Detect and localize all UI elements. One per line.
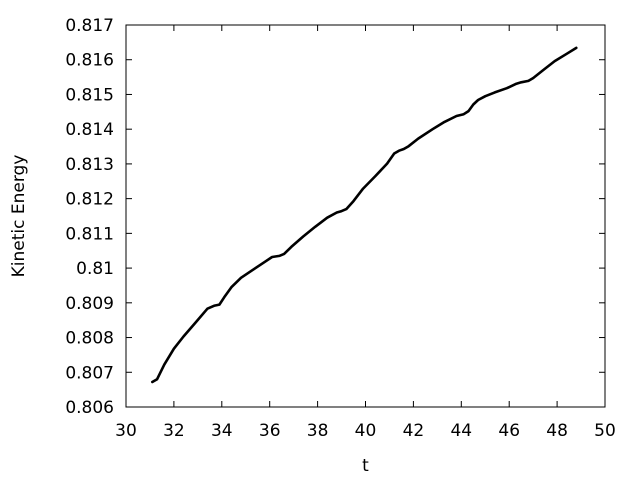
- x-tick-label: 32: [163, 421, 185, 441]
- line-layer: [151, 46, 578, 384]
- y-tick-label: 0.81: [76, 259, 114, 279]
- y-tick-label: 0.815: [65, 85, 114, 105]
- y-tick-label: 0.813: [65, 155, 114, 175]
- x-tick-label: 50: [594, 421, 616, 441]
- y-tick-label: 0.809: [65, 294, 114, 314]
- y-tick-label: 0.808: [65, 329, 114, 349]
- y-axis-label: Kinetic Energy: [9, 155, 29, 278]
- y-tick-label: 0.814: [65, 120, 114, 140]
- plot-frame: [125, 24, 606, 408]
- x-tick-label: 44: [450, 421, 472, 441]
- ticks-layer: 30 32 34 36 38 40 42 44 46 48 50 0.806 0.807 0.808 0.8…: [65, 16, 615, 441]
- x-tick-label: 36: [259, 421, 281, 441]
- x-tick-label: 42: [403, 421, 425, 441]
- y-tick-label: 0.807: [65, 363, 114, 383]
- series-line: [151, 46, 578, 384]
- x-tick-label: 40: [355, 421, 377, 441]
- y-tick-label: 0.811: [65, 224, 114, 244]
- y-tick-label: 0.812: [65, 190, 114, 210]
- x-tick-label: 46: [498, 421, 520, 441]
- x-tick-label: 30: [115, 421, 137, 441]
- y-tick-label: 0.806: [65, 398, 114, 418]
- y-tick-label: 0.816: [65, 51, 114, 71]
- x-tick-label: 38: [307, 421, 329, 441]
- x-tick-label: 48: [546, 421, 568, 441]
- y-tick-label: 0.817: [65, 16, 114, 36]
- x-axis-label: t: [362, 456, 369, 476]
- x-tick-label: 34: [211, 421, 233, 441]
